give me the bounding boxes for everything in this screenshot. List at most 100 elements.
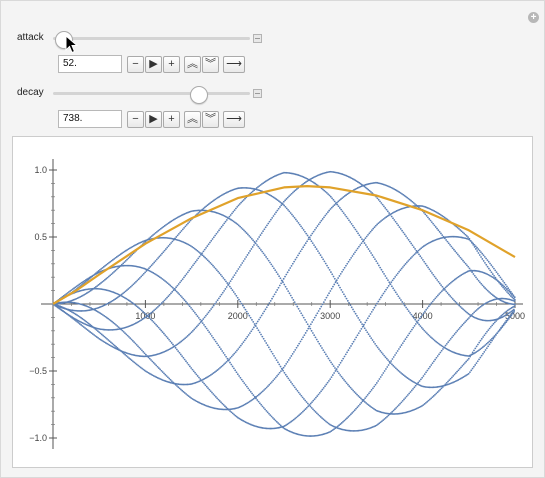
series-oscillation-point — [74, 309, 76, 312]
series-oscillation-point — [337, 284, 340, 287]
series-oscillation-point — [343, 266, 346, 269]
series-oscillation-point — [373, 408, 375, 410]
series-oscillation-point — [324, 298, 327, 301]
series-oscillation-point — [266, 411, 269, 414]
series-oscillation-point — [122, 330, 125, 333]
series-oscillation-point — [483, 319, 485, 322]
decay-value-field[interactable]: 738. — [58, 110, 122, 128]
series-oscillation-point — [513, 311, 515, 313]
decay-expand-icon[interactable] — [253, 89, 262, 98]
series-oscillation-point — [242, 260, 245, 262]
series-oscillation-point — [247, 334, 250, 336]
x-tick-label: 1000 — [135, 311, 155, 321]
series-oscillation-point — [209, 241, 211, 244]
series-oscillation-point — [468, 237, 471, 240]
series-oscillation-point — [397, 404, 400, 407]
series-oscillation-point — [98, 287, 100, 290]
series-oscillation-point — [403, 398, 405, 401]
series-oscillation-point — [433, 386, 436, 389]
series-oscillation-point — [240, 201, 243, 204]
series-oscillation-point — [192, 246, 195, 249]
attack-expand-icon[interactable] — [253, 34, 262, 43]
series-oscillation-point — [168, 338, 170, 341]
series-oscillation-point — [404, 195, 407, 198]
series-oscillation-point — [370, 310, 373, 313]
series-oscillation-point — [377, 222, 380, 225]
series-oscillation-point — [283, 283, 286, 286]
series-oscillation-point — [201, 381, 204, 384]
series-oscillation-point — [99, 312, 102, 315]
series-oscillation-point — [322, 188, 324, 191]
series-oscillation-point — [324, 353, 327, 356]
attack-value-field[interactable]: 52. — [58, 55, 122, 73]
series-oscillation-point — [425, 401, 427, 404]
series-oscillation-point — [371, 229, 373, 232]
series-oscillation-point — [117, 255, 120, 257]
decay-decrement-button[interactable]: − — [127, 111, 144, 128]
attack-faster-button[interactable]: ︽ — [184, 56, 201, 73]
series-oscillation-point — [78, 323, 81, 325]
attack-direction-button[interactable]: ⟶ — [223, 56, 245, 73]
decay-slider[interactable] — [53, 86, 250, 104]
series-oscillation-point — [406, 394, 409, 396]
series-oscillation-point — [432, 386, 435, 389]
series-oscillation-point — [193, 209, 196, 212]
series-oscillation-point — [492, 294, 494, 297]
series-oscillation-point — [191, 398, 194, 400]
attack-increment-button[interactable]: + — [163, 56, 180, 73]
series-oscillation-point — [510, 310, 513, 313]
series-oscillation-point — [208, 388, 211, 391]
series-oscillation-point — [504, 311, 507, 314]
series-oscillation-point — [212, 236, 215, 239]
series-oscillation-point — [418, 380, 421, 382]
series-oscillation-point — [153, 233, 156, 235]
series-oscillation-point — [137, 320, 140, 323]
series-oscillation-point — [458, 304, 461, 307]
series-oscillation-point — [400, 401, 403, 404]
series-oscillation-point — [411, 380, 414, 383]
attack-decrement-button[interactable]: − — [127, 56, 144, 73]
series-oscillation-point — [213, 199, 215, 202]
series-oscillation-point — [271, 195, 274, 198]
series-oscillation-point — [480, 347, 483, 350]
series-oscillation-point — [479, 281, 481, 284]
decay-play-button[interactable]: ▶ — [145, 111, 162, 128]
series-oscillation-point — [426, 369, 429, 372]
series-oscillation-point — [349, 221, 352, 223]
add-icon[interactable]: + — [528, 12, 539, 23]
series-oscillation-point — [124, 353, 127, 356]
series-oscillation-point — [126, 248, 129, 251]
series-oscillation-point — [503, 322, 506, 325]
series-oscillation-point — [128, 286, 131, 289]
series-oscillation-point — [378, 298, 381, 301]
decay-direction-button[interactable]: ⟶ — [223, 111, 245, 128]
series-oscillation-point — [159, 227, 162, 230]
series-oscillation-point — [473, 269, 476, 272]
attack-slower-button[interactable]: ︾ — [202, 56, 219, 73]
series-oscillation-point — [170, 242, 173, 244]
series-oscillation-point — [249, 316, 252, 319]
attack-play-button[interactable]: ▶ — [145, 56, 162, 73]
series-oscillation-point — [333, 428, 335, 431]
series-oscillation-point — [495, 334, 497, 336]
series-oscillation-point — [150, 235, 153, 238]
series-oscillation-point — [221, 350, 224, 352]
series-oscillation-point — [138, 346, 141, 349]
series-oscillation-point — [269, 414, 272, 417]
series-oscillation-point — [460, 325, 463, 328]
series-oscillation-point — [165, 335, 168, 338]
series-oscillation-point — [105, 277, 108, 280]
decay-increment-button[interactable]: + — [163, 111, 180, 128]
series-oscillation-point — [357, 232, 359, 235]
decay-slower-button[interactable]: ︾ — [202, 111, 219, 128]
series-oscillation-point — [234, 369, 237, 372]
series-oscillation-point — [239, 187, 241, 189]
decay-faster-button[interactable]: ︽ — [184, 111, 201, 128]
series-oscillation-point — [182, 338, 185, 341]
attack-slider[interactable] — [53, 31, 250, 49]
series-oscillation-point — [382, 218, 385, 220]
series-oscillation-point — [398, 191, 401, 194]
decay-slider-thumb[interactable] — [190, 86, 209, 104]
series-oscillation-point — [302, 316, 305, 319]
series-oscillation-point — [225, 286, 228, 288]
